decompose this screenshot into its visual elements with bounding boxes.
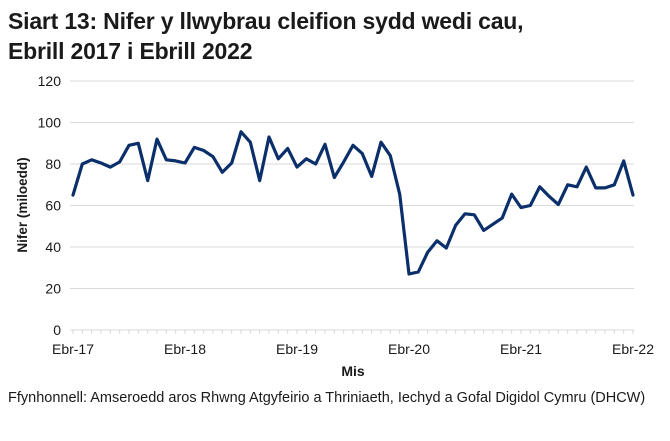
x-tick-label: Ebr-20 bbox=[388, 341, 430, 357]
x-axis-label: Mis bbox=[341, 363, 365, 379]
y-axis-ticks: 0 20 40 60 80 100 120 bbox=[38, 73, 62, 338]
x-tick-label: Ebr-22 bbox=[612, 341, 654, 357]
x-tick-label: Ebr-17 bbox=[52, 341, 94, 357]
y-tick-label: 40 bbox=[45, 239, 61, 255]
x-tick-label: Ebr-21 bbox=[500, 341, 542, 357]
y-tick-label: 120 bbox=[38, 73, 62, 89]
source-note: Ffynhonnell: Amseroedd aros Rhwng Atgyfe… bbox=[8, 390, 646, 406]
y-tick-label: 60 bbox=[45, 198, 61, 214]
x-tick-label: Ebr-19 bbox=[276, 341, 318, 357]
gridlines bbox=[70, 80, 634, 289]
x-axis-ticks: Ebr-17 Ebr-18 Ebr-19 Ebr-20 Ebr-21 Ebr-22 bbox=[52, 341, 654, 357]
x-axis bbox=[70, 329, 634, 334]
series-line bbox=[71, 130, 635, 276]
chart-title: Siart 13: Nifer y llwybrau cleifion sydd… bbox=[8, 6, 668, 66]
y-tick-label: 100 bbox=[38, 115, 62, 131]
y-tick-label: 20 bbox=[45, 281, 61, 297]
chart-title-line-1: Siart 13: Nifer y llwybrau cleifion sydd… bbox=[8, 8, 524, 34]
y-tick-label: 0 bbox=[53, 322, 61, 338]
chart-title-line-2: Ebrill 2017 i Ebrill 2022 bbox=[8, 38, 253, 64]
y-axis-label: Nifer (miloedd) bbox=[15, 157, 30, 252]
x-tick-label: Ebr-18 bbox=[164, 341, 206, 357]
y-tick-label: 80 bbox=[45, 156, 61, 172]
